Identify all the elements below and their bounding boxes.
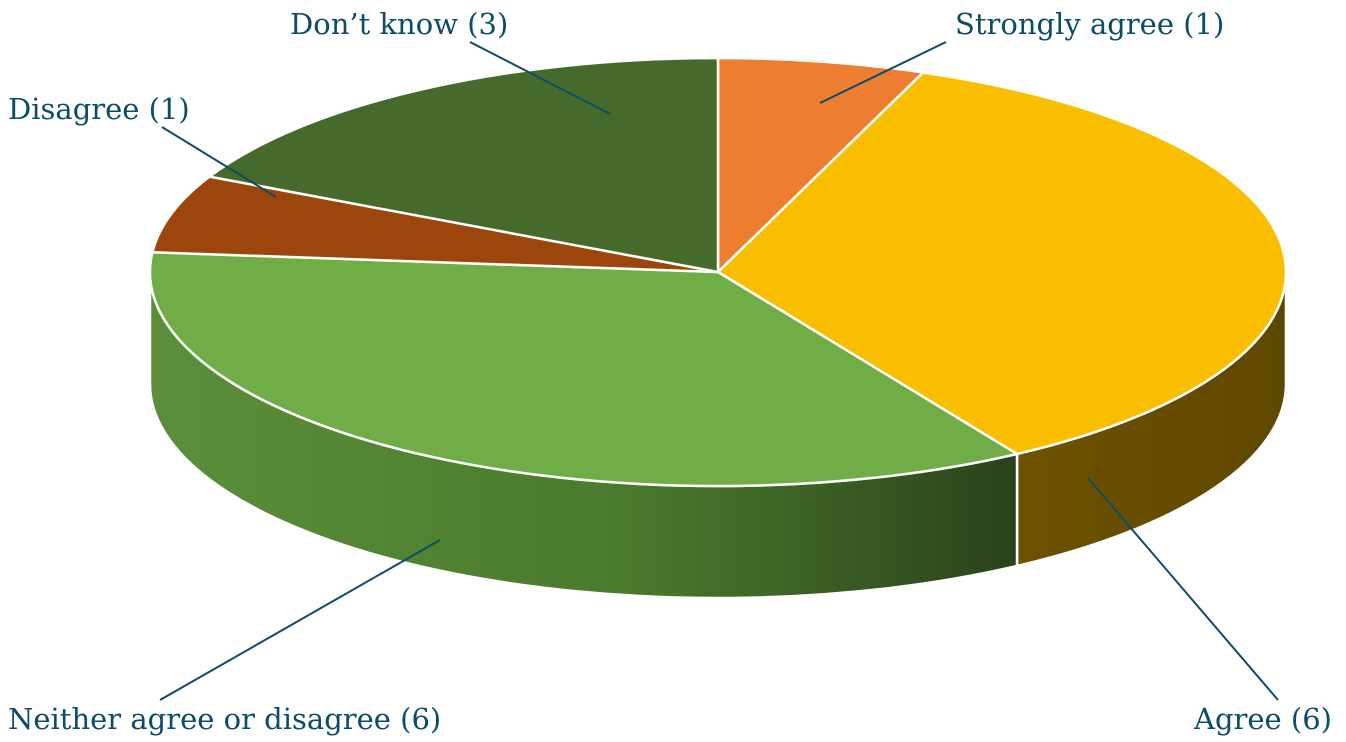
leader-line-disagree <box>161 126 277 198</box>
pie-slice-disagree <box>151 175 720 274</box>
pie-slice-agree <box>716 71 1288 456</box>
pie-slices <box>148 56 1288 488</box>
leader-line-strongly-agree <box>819 41 947 104</box>
leader-line-don-t-know <box>469 41 611 115</box>
leader-lines <box>159 41 1279 701</box>
label-don-t-know: Don’t know (3) <box>290 7 508 41</box>
leader-line-agree <box>1087 477 1279 701</box>
label-agree: Agree (6) <box>1193 702 1332 736</box>
leader-line-neither-agree-or-disagree <box>159 539 441 701</box>
pie-slice-neither-agree-or-disagree <box>148 251 1019 488</box>
label-disagree: Disagree (1) <box>8 92 190 126</box>
pie-slice-don-t-know <box>208 56 720 274</box>
label-neither-agree-or-disagree: Neither agree or disagree (6) <box>8 702 441 736</box>
pie-slice-strongly-agree <box>716 56 925 274</box>
label-strongly-agree: Strongly agree (1) <box>955 7 1224 41</box>
slice-labels: Strongly agree (1) Agree (6) Neither agree… <box>8 7 1332 736</box>
